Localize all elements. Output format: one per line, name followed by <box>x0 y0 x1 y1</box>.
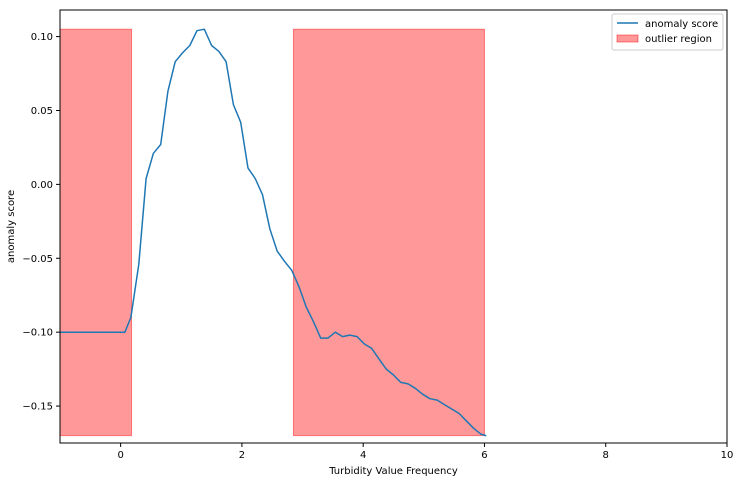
legend-patch-swatch <box>616 34 639 43</box>
y-tick-label: 0.00 <box>31 180 53 191</box>
y-axis-ticks: −0.15 −0.10 −0.05 0.00 0.05 0.10 <box>22 32 60 413</box>
legend: anomaly score outlier region <box>611 13 724 51</box>
outlier-region-2 <box>292 28 485 437</box>
legend-label-outlier-region: outlier region <box>645 34 712 45</box>
y-tick-label: −0.05 <box>22 254 53 265</box>
y-tick-label: 0.10 <box>31 32 53 43</box>
y-tick-label: −0.15 <box>22 402 53 413</box>
series-line-anomaly-score <box>59 28 487 437</box>
legend-label-anomaly-score: anomaly score <box>645 19 718 30</box>
plot-frame <box>59 9 728 444</box>
outlier-region-1 <box>59 28 133 437</box>
x-tick-label: 6 <box>481 450 487 461</box>
y-tick-label: −0.10 <box>22 328 53 339</box>
x-tick-label: 4 <box>360 450 366 461</box>
y-axis-label: anomaly score <box>6 190 17 263</box>
legend-box <box>611 13 724 51</box>
x-tick-label: 2 <box>239 450 245 461</box>
x-axis-ticks: 0 2 4 6 8 10 <box>117 443 733 461</box>
outlier-regions <box>59 28 485 437</box>
x-axis-label: Turbidity Value Frequency <box>328 466 458 477</box>
x-tick-label: 8 <box>603 450 609 461</box>
x-tick-label: 10 <box>721 450 734 461</box>
x-tick-label: 0 <box>117 450 123 461</box>
y-tick-label: 0.05 <box>31 106 53 117</box>
series-lines <box>59 28 487 437</box>
